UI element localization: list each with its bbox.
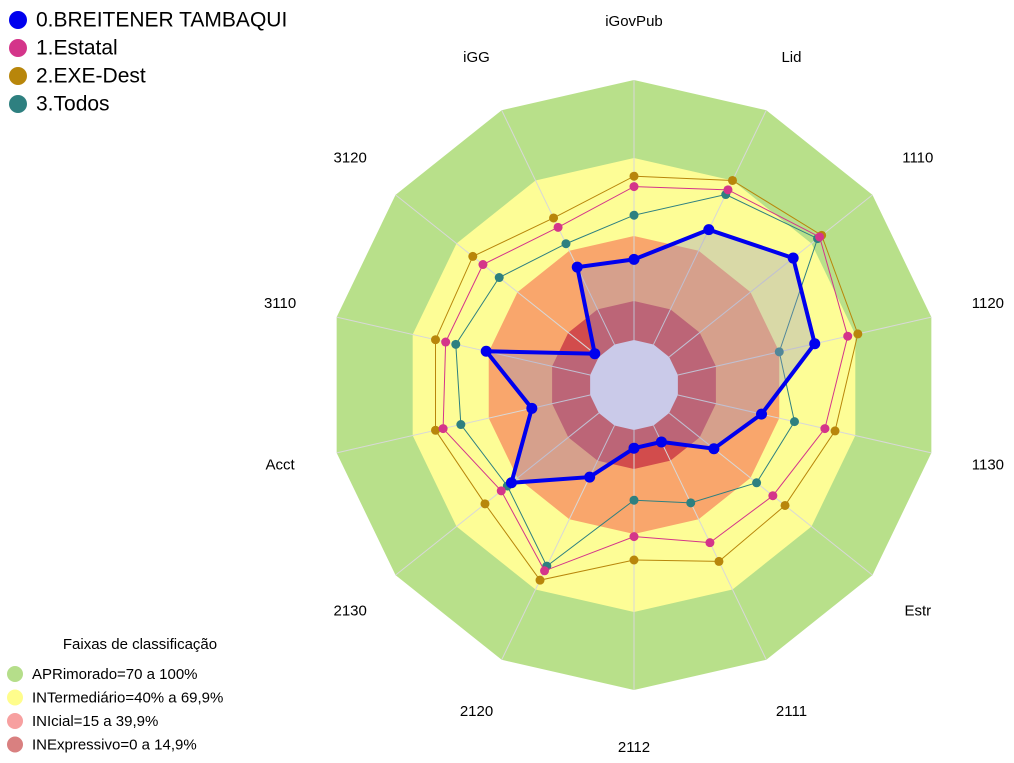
- band-legend-marker: [7, 736, 23, 753]
- axis-label: 2111: [776, 703, 807, 720]
- legend-marker: [9, 95, 27, 113]
- series-point: [756, 408, 768, 420]
- series-point: [780, 500, 790, 510]
- series-point: [480, 345, 492, 357]
- spoke: [501, 425, 615, 661]
- axis-label: Lid: [781, 49, 801, 66]
- series-point: [494, 273, 504, 283]
- band-legend-label: INIcial=15 a 39,9%: [32, 713, 158, 730]
- band-legend-marker: [7, 689, 23, 706]
- legend-label: 2.EXE-Dest: [36, 65, 146, 88]
- series-point: [584, 471, 596, 483]
- center-hole: [590, 340, 678, 430]
- series-point: [629, 210, 639, 220]
- series-point: [468, 251, 478, 261]
- series-point: [431, 425, 441, 435]
- series-point: [441, 337, 451, 347]
- axis-label: 2112: [618, 739, 650, 756]
- series-point: [589, 348, 601, 360]
- series-point: [705, 538, 715, 548]
- series-point: [561, 239, 571, 249]
- axis-label: 2120: [460, 703, 493, 720]
- axis-label: 1110: [902, 150, 933, 167]
- series-point: [752, 478, 762, 488]
- series-point: [549, 213, 559, 223]
- series-point: [628, 253, 640, 265]
- series-point: [571, 261, 583, 273]
- series-point: [628, 442, 640, 454]
- legend-marker: [9, 67, 27, 85]
- bands-title: Faixas de classificação: [63, 636, 217, 653]
- series-point: [830, 426, 840, 436]
- legend-label: 0.BREITENER TAMBAQUI: [36, 9, 287, 32]
- axis-label: iGG: [463, 49, 490, 66]
- series-point: [535, 575, 545, 585]
- series-point: [505, 477, 517, 489]
- series-point: [723, 185, 733, 195]
- series-point: [727, 175, 737, 185]
- series-point: [655, 436, 667, 448]
- series-point: [789, 417, 799, 427]
- band-legend-label: APRimorado=70 a 100%: [32, 666, 198, 683]
- series-point: [787, 252, 799, 264]
- series-point: [820, 424, 830, 434]
- series-point: [809, 338, 821, 350]
- series-point: [629, 182, 639, 192]
- series-point: [703, 224, 715, 236]
- legend-label: 3.Todos: [36, 93, 110, 116]
- axis-label: 3110: [264, 295, 296, 312]
- series-point: [629, 171, 639, 181]
- axis-label: Acct: [266, 457, 296, 474]
- spoke: [395, 412, 600, 576]
- spoke: [336, 316, 591, 376]
- band-legend-marker: [7, 666, 23, 682]
- axis-label: 3120: [334, 150, 367, 167]
- series-point: [774, 347, 784, 357]
- legend-marker: [9, 11, 27, 29]
- legend-label: 1.Estatal: [36, 37, 118, 60]
- series-point: [629, 555, 639, 565]
- spoke: [677, 316, 932, 376]
- series-point: [843, 331, 853, 341]
- series-point: [480, 499, 490, 509]
- spoke: [668, 194, 873, 358]
- series-point: [714, 556, 724, 566]
- series-point: [496, 486, 506, 496]
- band-legend-label: INExpressivo=0 a 14,9%: [32, 736, 197, 753]
- spoke: [677, 394, 932, 454]
- series-point: [526, 402, 538, 414]
- series-point: [708, 443, 720, 455]
- band-legend-marker: [7, 713, 23, 729]
- axis-label: 2130: [334, 602, 367, 619]
- series-point: [451, 339, 461, 349]
- series-point: [553, 222, 563, 232]
- series-point: [815, 232, 825, 242]
- series-point: [431, 335, 441, 345]
- legend-marker: [9, 39, 27, 57]
- axis-label: iGovPub: [605, 13, 663, 30]
- series-point: [438, 424, 448, 434]
- series-point: [768, 491, 778, 501]
- series-point: [629, 495, 639, 505]
- series-point: [540, 566, 550, 576]
- series-point: [629, 532, 639, 542]
- series-point: [853, 329, 863, 339]
- band-legend-label: INTermediário=40% a 69,9%: [32, 689, 223, 706]
- series-point: [478, 260, 488, 270]
- series-point: [686, 498, 696, 508]
- axis-label: Estr: [904, 602, 931, 619]
- series-point: [456, 420, 466, 430]
- axis-label: 1130: [972, 457, 1004, 474]
- axis-label: 1120: [972, 295, 1004, 312]
